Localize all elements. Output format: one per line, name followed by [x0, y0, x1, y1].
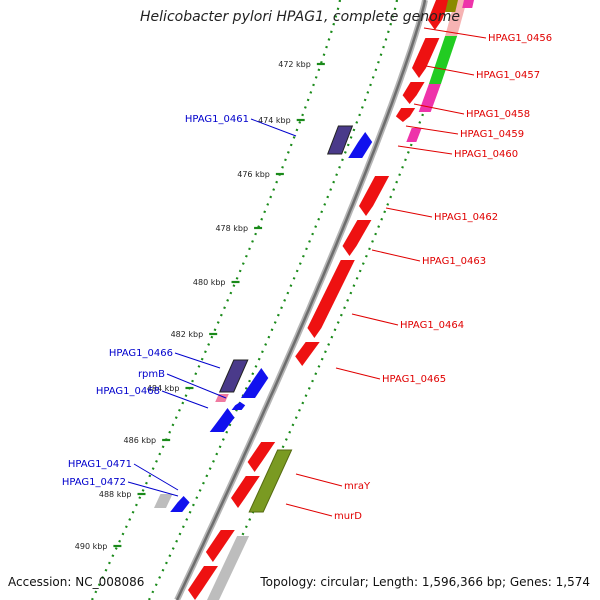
- forward-gene-leader-line: [295, 473, 343, 487]
- map-title: Helicobacter pylori HPAG1, complete geno…: [140, 9, 460, 25]
- reverse-gene-leader-line: [174, 352, 221, 369]
- forward-cds-magenta-small: [406, 128, 422, 142]
- forward-gene-arrow: [231, 476, 260, 508]
- forward-gene-label: HPAG1_0463: [422, 256, 486, 267]
- reverse-gene-label: HPAG1_0461: [185, 114, 249, 125]
- reverse-gene-label: HPAG1_0468: [96, 386, 160, 397]
- scale-tick-label: 478 kbp: [215, 224, 248, 233]
- forward-gene-leader-line: [371, 249, 421, 262]
- forward-gene-label: murD: [334, 511, 362, 522]
- forward-gene-arrow: [359, 176, 390, 216]
- forward-gene-label: HPAG1_0459: [460, 129, 524, 140]
- forward-gene-label: mraY: [344, 481, 371, 492]
- forward-gene-arrow: [412, 38, 440, 78]
- forward-gene-label: HPAG1_0457: [476, 70, 540, 81]
- forward-gene-label: HPAG1_0462: [434, 212, 498, 223]
- scale-tick-label: 486 kbp: [124, 436, 157, 445]
- forward-gene-arrow: [427, 0, 450, 30]
- forward-gene-leader-line: [285, 503, 333, 517]
- reverse-gene-leader-line: [250, 118, 297, 137]
- inner-dotted-track: [91, 0, 342, 600]
- forward-gene-arrow: [342, 220, 372, 256]
- forward-gene-label: HPAG1_0464: [400, 320, 464, 331]
- reverse-gene-leader-line: [161, 390, 209, 409]
- forward-cds-pink: [445, 0, 467, 36]
- forward-cds-top: [462, 0, 474, 8]
- forward-gene-leader-line: [385, 207, 433, 218]
- reverse-gene-arrow: [241, 368, 269, 398]
- accession-text: Accession: NC_008086: [8, 575, 145, 589]
- reverse-gene-leader-line: [133, 463, 179, 491]
- forward-gene-leader-line: [397, 145, 453, 155]
- reverse-gene-label: HPAG1_0471: [68, 459, 132, 470]
- scale-tick-label: 472 kbp: [278, 60, 311, 69]
- forward-gene-arrow: [295, 342, 320, 366]
- forward-gene-leader-line: [335, 367, 381, 380]
- scale-tick-label: 480 kbp: [193, 278, 226, 287]
- forward-gene-arrow: [402, 82, 425, 104]
- forward-gene-leader-line: [423, 27, 487, 39]
- scale-tick-label: 490 kbp: [75, 542, 108, 551]
- backbone-line: [175, 0, 427, 600]
- forward-cds-olive-top: [445, 0, 458, 12]
- forward-gene-leader-line: [405, 125, 459, 135]
- scale-tick-label: 474 kbp: [258, 116, 291, 125]
- reverse-gene-hypothetical: [326, 125, 354, 155]
- scale-tick-label: 488 kbp: [99, 490, 132, 499]
- forward-cds-magenta: [418, 84, 441, 112]
- forward-gene-label: HPAG1_0460: [454, 149, 518, 160]
- scale-tick-label: 484 kbp: [147, 384, 180, 393]
- reverse-gene-rpmB: [215, 394, 229, 402]
- reverse-gene-small: [231, 402, 246, 410]
- inner-dotted-track-2: [148, 0, 399, 600]
- forward-gene-leader-line: [413, 103, 465, 115]
- forward-gene-arrow: [307, 260, 355, 338]
- forward-gene-arrow: [247, 442, 276, 472]
- forward-gene-arrow: [395, 108, 416, 122]
- reverse-gene-label: HPAG1_0466: [109, 348, 173, 359]
- forward-gene-label: HPAG1_0458: [466, 109, 530, 120]
- forward-gene-leader-line: [425, 65, 475, 76]
- reverse-gene-hypothetical: [218, 359, 249, 393]
- reverse-gene-arrow: [170, 496, 190, 512]
- reverse-gene-label: rpmB: [138, 369, 165, 380]
- reverse-gene-leader-line: [127, 481, 179, 497]
- reverse-gene-label: HPAG1_0472: [62, 477, 126, 488]
- scale-tick-label: 476 kbp: [237, 170, 270, 179]
- forward-cds-olive: [248, 449, 293, 513]
- outer-dotted-track: [211, 0, 462, 600]
- forward-gene-leader-line: [351, 313, 399, 326]
- backbone-track: [174, 0, 428, 600]
- forward-gene-label: HPAG1_0465: [382, 374, 446, 385]
- reverse-gene-arrow: [209, 408, 235, 432]
- forward-gene-label: HPAG1_0456: [488, 33, 552, 44]
- reverse-gene-arrow: [348, 132, 373, 158]
- forward-rna-gray: [207, 536, 250, 600]
- forward-gene-arrow: [188, 566, 218, 600]
- scale-tick-label: 482 kbp: [171, 330, 204, 339]
- forward-gene-arrow: [205, 530, 235, 562]
- reverse-gene-leader-line: [166, 373, 227, 399]
- topology-text: Topology: circular; Length: 1,596,366 bp…: [260, 575, 590, 589]
- forward-cds-green: [428, 36, 458, 84]
- reverse-gene-gray: [154, 494, 173, 508]
